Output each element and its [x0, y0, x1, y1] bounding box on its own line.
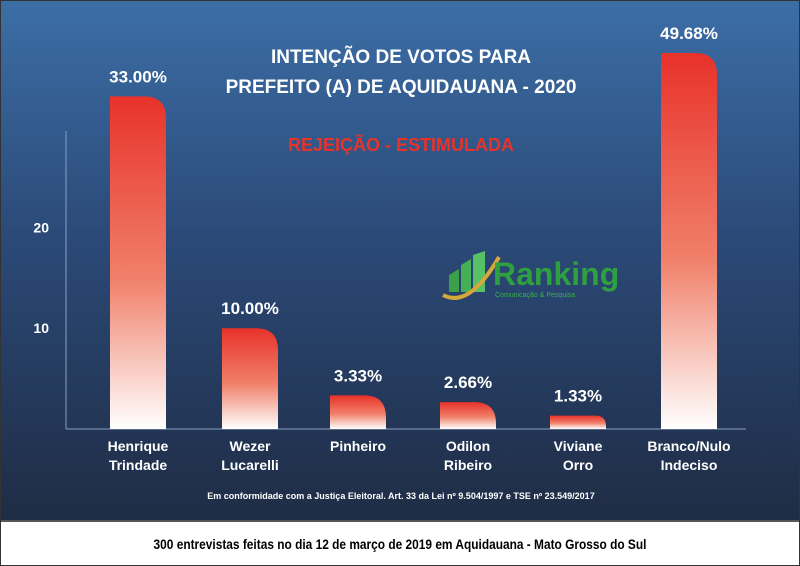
data-label: 2.66%	[444, 373, 492, 392]
y-tick-label: 10	[33, 320, 49, 336]
data-label: 3.33%	[334, 366, 382, 385]
svg-text:Ranking: Ranking	[493, 256, 619, 292]
bar	[110, 96, 166, 429]
footer-note: 300 entrevistas feitas no dia 12 de març…	[153, 535, 647, 552]
bar	[330, 395, 386, 429]
chart-title-line-2: PREFEITO (A) DE AQUIDAUANA - 2020	[226, 77, 577, 98]
chart-title-line-1: INTENÇÃO DE VOTOS PARA	[271, 46, 531, 68]
bar	[661, 53, 717, 429]
data-label: 10.00%	[221, 299, 279, 318]
data-label: 1.33%	[554, 387, 602, 406]
category-label: Odilon Ribeiro	[444, 438, 492, 473]
svg-text:Comunicação & Pesquisa: Comunicação & Pesquisa	[495, 292, 575, 299]
chart-subtitle: REJEIÇÃO - ESTIMULADA	[288, 134, 514, 155]
y-tick-label: 20	[33, 219, 49, 235]
category-label: Branco/Nulo Indeciso	[647, 438, 730, 473]
data-label: 33.00%	[109, 67, 167, 86]
data-label: 49.68%	[660, 24, 718, 43]
bar-chart: INTENÇÃO DE VOTOS PARA PREFEITO (A) DE A…	[33, 24, 746, 501]
ranking-logo: Ranking Comunicação & Pesquisa	[442, 251, 619, 300]
category-label: Henrique Trindade	[108, 438, 169, 473]
bar	[550, 415, 606, 429]
category-label: Wezer Lucarelli	[221, 438, 279, 473]
category-label: Viviane Orro	[554, 438, 603, 473]
bar	[440, 402, 496, 429]
chart-panel: INTENÇÃO DE VOTOS PARA PREFEITO (A) DE A…	[1, 1, 799, 522]
legal-note: Em conformidade com a Justiça Eleitoral.…	[207, 491, 594, 501]
bar	[222, 328, 278, 429]
category-label: Pinheiro	[330, 438, 386, 454]
